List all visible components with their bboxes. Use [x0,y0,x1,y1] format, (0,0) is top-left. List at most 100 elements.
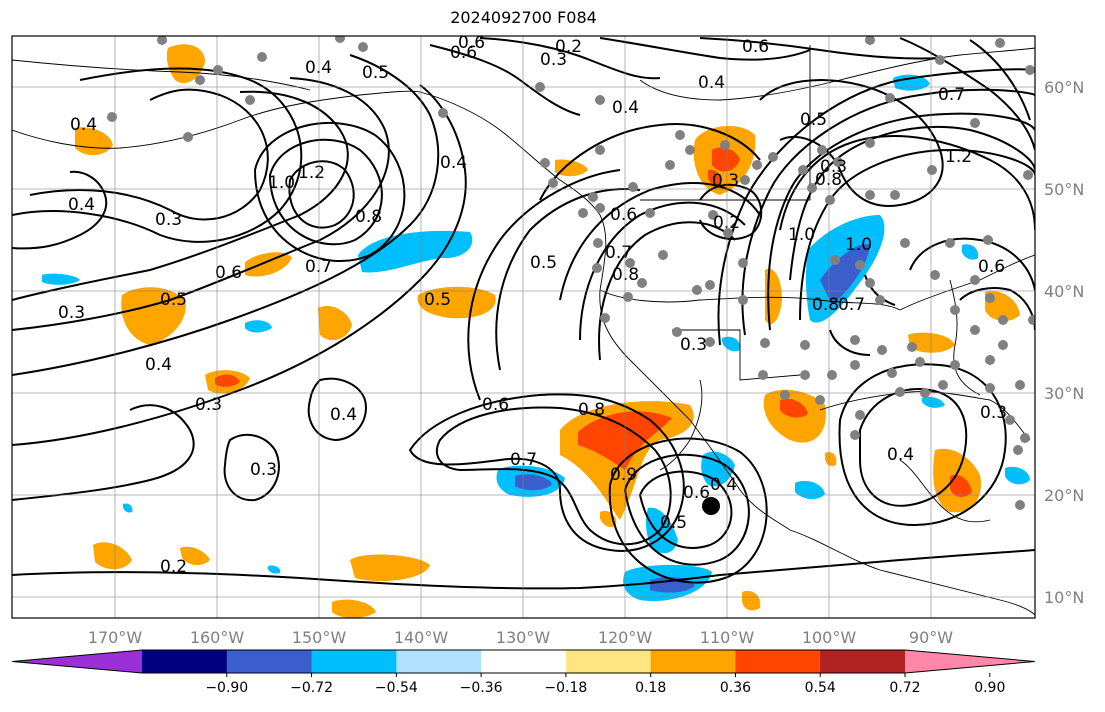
contour-label: 0.5 [424,290,451,310]
colorbar-tick-label: 0.90 [974,680,1005,696]
contour-label: 0.8 [815,170,842,190]
map-title: 2024092700 F084 [450,8,597,27]
contour-label: 0.4 [612,98,639,118]
contour-label: 0.7 [838,295,865,315]
lat-label: 10°N [1044,588,1084,607]
contour-label: 0.8 [812,295,839,315]
longitude-labels: 170°W 160°W 150°W 140°W 130°W 120°W 110°… [88,628,953,647]
contour-label: 0.6 [482,395,509,415]
contour-label: 1.0 [845,235,872,255]
contour-label: 1.2 [945,147,972,167]
contour-label: 0.6 [742,37,769,57]
contour-label: 1.0 [268,173,295,193]
lat-label: 50°N [1044,180,1084,199]
contour-label: 0.7 [605,243,632,263]
colorbar-extend-low [12,650,142,673]
colorbar-segment [396,650,482,673]
colorbar-segment [226,650,313,673]
contour-label: 0.9 [610,465,637,485]
lat-label: 20°N [1044,486,1084,505]
coastlines [12,45,1035,616]
contour-label: 0.6 [450,43,477,63]
colorbar-tick-label: 0.72 [889,680,920,696]
colorbar-outline [11,649,1036,674]
contour-labels: 0.6 0.5 0.4 0.3 0.2 0.3 0.4 0.6 0.4 0.3 … [58,33,1007,577]
contour-label: 0.3 [980,403,1007,423]
contour-label: 0.6 [978,257,1005,277]
contour-label: 1.0 [788,225,815,245]
contour-label: 0.7 [938,85,965,105]
lat-label: 60°N [1044,78,1084,97]
contour-label: 0.6 [683,483,710,503]
colorbar-tick-label: −0.36 [460,680,503,696]
colorbar-segment [481,650,567,673]
contour-label: 0.3 [712,171,739,191]
contour-label: 0.7 [305,257,332,277]
storm-center-marker [702,497,720,515]
contour-label: 0.6 [215,263,242,283]
contour-label: 0.6 [458,33,485,53]
contour-label: 0.4 [698,73,725,93]
lon-label: 110°W [700,628,755,647]
lon-label: 90°W [909,628,953,647]
contour-label: 0.8 [612,265,639,285]
colorbar-tick-label: 0.18 [635,680,666,696]
contour-label: 0.7 [510,450,537,470]
colorbar-tick-label: 0.36 [720,680,751,696]
contour-label: 0.6 [610,205,637,225]
colorbar-segment [565,650,652,673]
contour-label: 0.5 [362,63,389,83]
colorbar-tick-label: 0.54 [805,680,836,696]
colorbar-extend-high [905,650,1035,673]
colorbar-segment [735,650,821,673]
lat-label: 40°N [1044,282,1084,301]
gridlines [12,36,1035,618]
colorbar-tick-label: −0.72 [290,680,333,696]
lon-label: 170°W [88,628,143,647]
contour-label: 0.3 [155,210,182,230]
lon-label: 140°W [394,628,449,647]
contour-label: 0.2 [555,37,582,57]
contour-label: 0.2 [160,557,187,577]
contour-label: 0.3 [820,157,847,177]
contour-lines [12,37,1035,590]
contour-label: 0.4 [68,195,95,215]
colorbar-tick-label: −0.54 [375,680,418,696]
contour-label: 0.5 [800,110,827,130]
colorbar-segment [650,650,736,673]
contour-label: 0.3 [540,50,567,70]
contour-label: 0.5 [160,290,187,310]
colorbar-segment [311,650,397,673]
lon-label: 130°W [496,628,551,647]
contour-label: 0.3 [195,395,222,415]
lon-label: 120°W [598,628,653,647]
contour-label: 0.4 [145,355,172,375]
contour-label: 0.5 [660,513,687,533]
colorbar-segment [820,650,906,673]
colorbar: −0.90 −0.72 −0.54 −0.36 −0.18 0.18 0.36 0.54 0.7… [11,649,1036,696]
contour-label: 0.3 [250,460,277,480]
contour-label: 0.4 [440,153,467,173]
colorbar-tick-label: −0.18 [544,680,587,696]
lon-label: 100°W [802,628,857,647]
map-area [12,36,1035,618]
contour-label: 0.8 [578,400,605,420]
lat-label: 30°N [1044,384,1084,403]
contour-label: 0.2 [713,213,740,233]
contour-label: 0.4 [70,115,97,135]
contour-label: 0.4 [305,58,332,78]
contour-label: 0.3 [680,335,707,355]
contour-label: 1.2 [298,163,325,183]
contour-label: 0.4 [330,405,357,425]
contour-label: 0.5 [530,253,557,273]
contour-label: 0.8 [355,207,382,227]
lon-label: 160°W [190,628,245,647]
map-frame [11,35,1036,619]
station-dots [107,36,1035,510]
latitude-labels: 60°N 50°N 40°N 30°N 20°N 10°N [1044,78,1084,607]
colorbar-segment [142,650,228,673]
contour-label: 0.4 [887,445,914,465]
contour-label: 0.4 [710,475,737,495]
colorbar-tick-label: −0.90 [205,680,248,696]
